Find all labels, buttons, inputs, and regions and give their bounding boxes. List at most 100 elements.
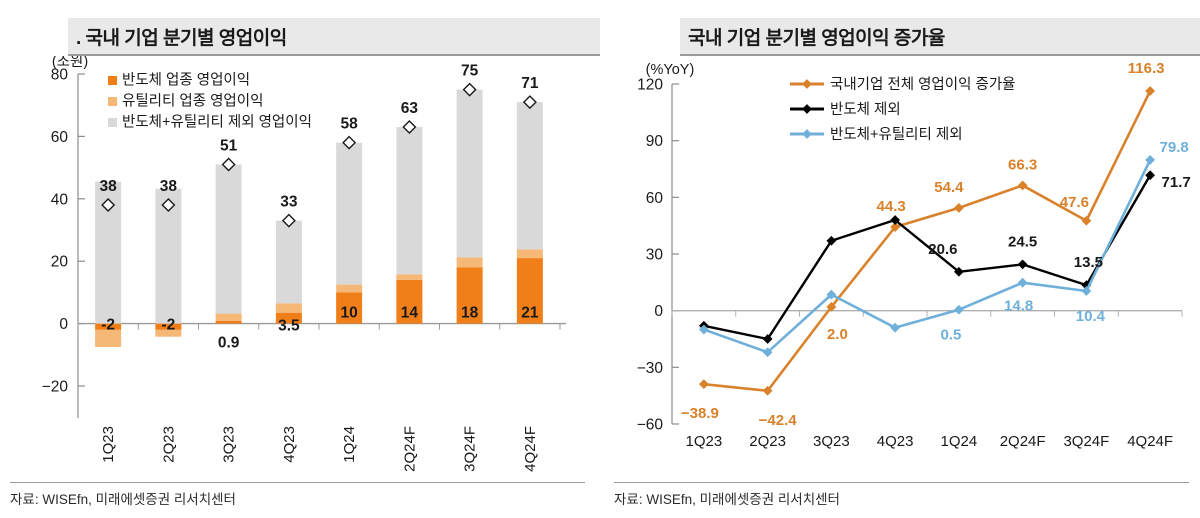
right-x-category-label: 3Q24F (1063, 433, 1109, 450)
right-x-category-label: 3Q23 (813, 433, 850, 450)
left-x-category-label: 3Q23 (221, 426, 238, 463)
right-x-category-label: 1Q24 (941, 433, 978, 450)
right-series-marker (1145, 170, 1156, 181)
left-chart-svg: −20 0 20 40 60 80(조원) 38 38 51 33 58 63 75 71 -2 -2 0.9 3… (42, 53, 566, 472)
left-y-tick-label: 80 (51, 67, 69, 84)
left-footer-divider (10, 482, 585, 483)
left-y-tick-label: 0 (59, 316, 68, 333)
left-bar-segment (155, 323, 182, 330)
left-bar-segment (155, 329, 182, 337)
right-x-category-label: 4Q24F (1127, 433, 1173, 450)
right-orange-data-label: 44.3 (877, 198, 906, 215)
left-total-diamond-marker (402, 120, 417, 135)
right-legend-marker (802, 79, 812, 89)
left-chart-plot: −20 0 20 40 60 80 (조원) 38 38 51 33 58 63 75 71 -2 -2 0.9 3… (0, 53, 600, 476)
left-x-category-label: 1Q23 (100, 426, 117, 463)
right-blue-data-label: 79.8 (1160, 139, 1189, 156)
right-legend-label: 반도체 제외 (830, 101, 901, 118)
right-orange-data-label: −38.9 (681, 405, 719, 422)
right-chart-title-band: 국내 기업 분기별 영업이익 증가율 (680, 18, 1200, 56)
right-series-line (702, 89, 1152, 393)
left-bar-segment (336, 142, 363, 285)
left-total-diamond-marker (101, 198, 116, 213)
right-series-marker (1081, 215, 1092, 226)
left-total-diamond-marker (462, 82, 477, 97)
right-x-category-label: 2Q23 (749, 433, 786, 450)
right-series-marker (1145, 86, 1156, 96)
left-x-category-label: 1Q24 (341, 426, 358, 463)
right-x-category-label: 1Q23 (686, 433, 723, 450)
left-bar-segment (275, 312, 302, 324)
left-legend-label: 유틸리티 업종 영업이익 (122, 93, 263, 110)
left-chart-panel: . 국내 기업 분기별 영업이익 −20 0 20 40 60 80 (조원) 38 38 51 3… (0, 18, 600, 507)
right-source-note: 자료: WISEfn, 미래에셋증권 리서치센터 (614, 492, 840, 507)
left-bar-segment (516, 249, 543, 259)
left-y-unit-label: (조원) (52, 56, 88, 70)
right-series-marker (890, 322, 901, 333)
left-chart-title-band: . 국내 기업 분기별 영업이익 (68, 18, 600, 56)
left-total-diamond-marker (161, 198, 176, 213)
right-legend-marker (802, 129, 812, 139)
left-bar-segment (336, 284, 363, 293)
left-total-diamond-marker (281, 213, 296, 228)
right-orange-data-label: −42.4 (759, 412, 798, 429)
right-y-tick-label: 60 (646, 190, 664, 207)
left-semiconductor-value-label: 0.9 (218, 335, 240, 352)
left-semiconductor-value-label: 18 (461, 305, 479, 322)
left-y-tick-label: −20 (42, 379, 69, 396)
left-bar-group (516, 102, 543, 324)
right-series-marker (826, 289, 837, 300)
left-total-value-label: 75 (461, 63, 479, 80)
right-chart-panel: 국내 기업 분기별 영업이익 증가율 −60 −30 0 30 60 90 120 (%YoY… (600, 0, 1200, 518)
left-bar-segment (215, 320, 242, 324)
left-bar-segment (516, 102, 543, 250)
left-total-value-label: 63 (401, 100, 419, 117)
left-x-category-label: 4Q24F (522, 426, 539, 472)
right-black-data-label: 13.5 (1074, 254, 1103, 271)
right-series-marker (1145, 155, 1156, 165)
left-bar-group (456, 89, 483, 324)
left-semiconductor-value-label: -2 (101, 317, 115, 334)
left-semiconductor-value-label: -2 (161, 317, 175, 334)
left-bar-segment (215, 313, 242, 321)
right-series-marker (890, 215, 901, 225)
left-total-value-label: 58 (341, 116, 359, 133)
left-semiconductor-value-label: 3.5 (278, 318, 300, 335)
right-y-tick-label: 0 (654, 303, 663, 320)
left-bar-segment (95, 323, 122, 330)
left-legend-swatch (108, 76, 117, 85)
right-series-marker (1081, 286, 1092, 296)
right-blue-data-label: 0.5 (940, 327, 961, 344)
right-black-data-label: 20.6 (928, 241, 957, 258)
left-x-category-label: 2Q23 (160, 426, 177, 463)
left-bar-segment (456, 267, 483, 324)
right-blue-data-label: 10.4 (1076, 308, 1106, 325)
left-bar-segment (516, 258, 543, 324)
right-chart-title: 국내 기업 분기별 영업이익 증가율 (688, 27, 945, 49)
left-bar-segment (396, 274, 423, 280)
left-total-value-label: 33 (280, 194, 298, 211)
left-chart-title: . 국내 기업 분기별 영업이익 (76, 27, 287, 49)
left-legend-swatch (108, 118, 117, 127)
right-series-marker (698, 379, 709, 390)
left-bar-group (275, 220, 302, 324)
left-semiconductor-value-label: 10 (341, 305, 358, 322)
right-series-marker (762, 334, 773, 344)
right-series-marker (826, 301, 837, 312)
right-series-marker (890, 222, 901, 232)
right-y-tick-label: −30 (637, 360, 664, 377)
right-y-tick-label: 90 (646, 133, 664, 150)
left-total-value-label: 71 (521, 75, 539, 92)
left-y-tick-label: 40 (51, 191, 69, 208)
right-legend-marker (802, 104, 812, 114)
right-blue-data-label: 14.8 (1004, 298, 1033, 315)
right-series-marker (953, 304, 964, 315)
left-bar-segment (456, 257, 483, 268)
left-legend-label: 반도체 업종 영업이익 (122, 72, 250, 89)
left-bar-segment (336, 292, 363, 324)
left-x-category-label: 4Q23 (281, 426, 298, 463)
left-total-diamond-marker (221, 157, 236, 172)
left-bar-segment (456, 89, 483, 258)
left-total-value-label: 38 (100, 178, 118, 195)
